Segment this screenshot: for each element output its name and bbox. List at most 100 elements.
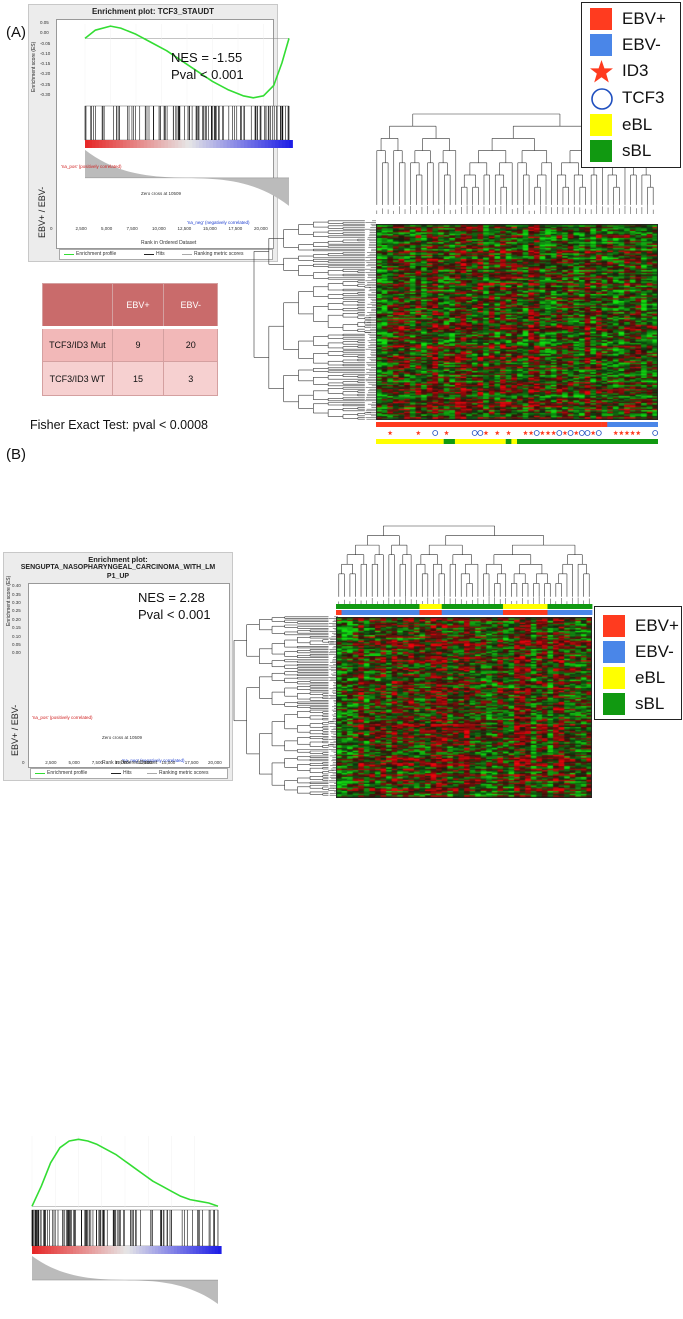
legend-label: eBL [635,668,666,687]
ebv-negative-bar [601,422,658,427]
ranking-color-cell [136,1246,140,1254]
x-tick-label: 17,500 [184,760,199,765]
circle-icon [595,430,602,436]
square-icon [590,140,612,162]
ranking-color-cell [188,140,193,148]
x-tick-label: 12,500 [177,226,192,231]
ranking-color-cell [126,140,131,148]
star-icon [444,430,449,436]
ranking-color-cell [123,140,127,148]
ebv-negative-bar [553,610,560,615]
ebv-positive-bar [519,610,526,615]
ebv-negative-bar [575,610,582,615]
ranking-color-cell [98,1246,102,1254]
ranking-color-cell [50,1246,55,1254]
ebv-negative-bar [452,610,459,615]
sbl-bar [553,604,560,609]
ebl-bar [536,604,543,609]
ebv-positive-bar [530,610,537,615]
square-icon [603,641,625,663]
ranking-color-cell [173,1246,178,1254]
ranking-color-cell [257,140,262,148]
square-icon [590,114,612,136]
ranking-color-cell [85,1246,90,1254]
ranking-color-cell [226,140,231,148]
heatmap-annotation-b [336,604,593,615]
gsea-title-b-line3: P1_UP [106,573,130,580]
ranking-color-cell [102,140,107,148]
star-icon [494,430,500,436]
ebv-negative-bar [458,610,465,615]
sbl-bar [380,604,387,609]
ranking-color-cell [69,1246,74,1254]
fisher-row-wt: TCF3/ID3 WT 15 3 [42,361,218,396]
ranking-color-cell [148,1246,153,1254]
ranking-color-cell [282,140,286,148]
legend-a: EBV+ EBV- ID3 TCF3 eBL sBL [581,2,681,168]
ylabel-a: Enrichment score (ES) [31,41,37,92]
sbl-bar [580,604,587,609]
ebv-negative-bar [386,610,393,615]
fisher-row-label: TCF3/ID3 Mut [42,327,113,362]
ebv-negative-bar [586,610,593,615]
star-icon [545,430,551,436]
ranking-color-cell [202,1246,206,1254]
sbl-bar [469,604,476,609]
ebv-negative-bar [402,610,409,615]
ranking-color-cell [205,1246,209,1254]
ranking-color-cell [66,1246,71,1254]
ranking-color-cell [186,1246,191,1254]
star-icon [590,430,596,436]
ebv-positive-bar [601,422,608,427]
legend-label: ID3 [622,61,649,80]
gsea-title-b-line2: SENGUPTA_NASOPHARYNGEAL_CARCINOMA_WITH_L… [20,564,216,571]
sbl-bar [369,604,376,609]
ebl-bar [511,439,517,444]
ranking-color-cell [223,140,228,148]
ebv-negative-bar [569,610,576,615]
heatmap-a [376,224,658,420]
xlabel-b: Rank in Ordered Dataset [102,760,158,766]
ranking-color-cell [112,140,117,148]
y-tick-label: 0.00 [12,650,21,656]
sbl-bar [386,604,393,609]
x-tick-label: 2,500 [45,760,57,765]
sbl-bar [336,604,342,609]
ranking-color-cell [195,140,200,148]
neg-label-b: 'na_neg' (negatively correlated) [122,758,185,763]
ebv-negative-bar [391,610,398,615]
fisher-table: EBV+ EBV- TCF3/ID3 Mut 9 20 TCF3/ID3 WT … [42,283,218,396]
fisher-row-label: TCF3/ID3 WT [42,361,113,396]
gsea-legend-a: Enrichment profile Hits Ranking metric s… [59,249,273,260]
fisher-header-ebv-neg: EBV- [163,283,218,328]
ranking-color-cell [199,140,204,148]
sbl-bar [452,604,459,609]
ranking-color-cell [132,1246,137,1254]
circle-icon [533,430,540,436]
ebv-negative-bar [464,610,470,615]
x-tick-label: 7,500 [91,760,104,765]
ranking-color-cell [192,1246,197,1254]
ranking-color-cell [240,140,245,148]
sbl-bar [458,604,465,609]
star-icon [483,430,489,436]
ranking-color-cell [79,1246,83,1254]
ranking-color-cell [57,1246,61,1254]
legend-enrichment-profile-b: Enrichment profile [47,770,88,776]
y-tick-label: -0.30 [40,91,51,97]
star-icon [506,430,511,436]
ranking-color-cell [143,140,148,148]
ebv-negative-bar [491,610,498,615]
legend-label: EBV+ [635,616,679,635]
y-tick-label: 0.05 [12,641,21,647]
ebv-negative-bar [480,610,487,615]
zero-cross-b: Zero cross at 10509 [102,735,143,740]
x-tick-label: 17,500 [228,226,243,231]
ranking-color-cell [237,140,242,148]
ebv-negative-bar [358,610,365,615]
y-tick-label: 0.15 [12,625,21,631]
y-tick-label: -0.10 [40,50,51,56]
legend-label: EBV- [635,642,674,661]
ebl-bar [525,604,532,609]
circle-icon [591,88,613,110]
